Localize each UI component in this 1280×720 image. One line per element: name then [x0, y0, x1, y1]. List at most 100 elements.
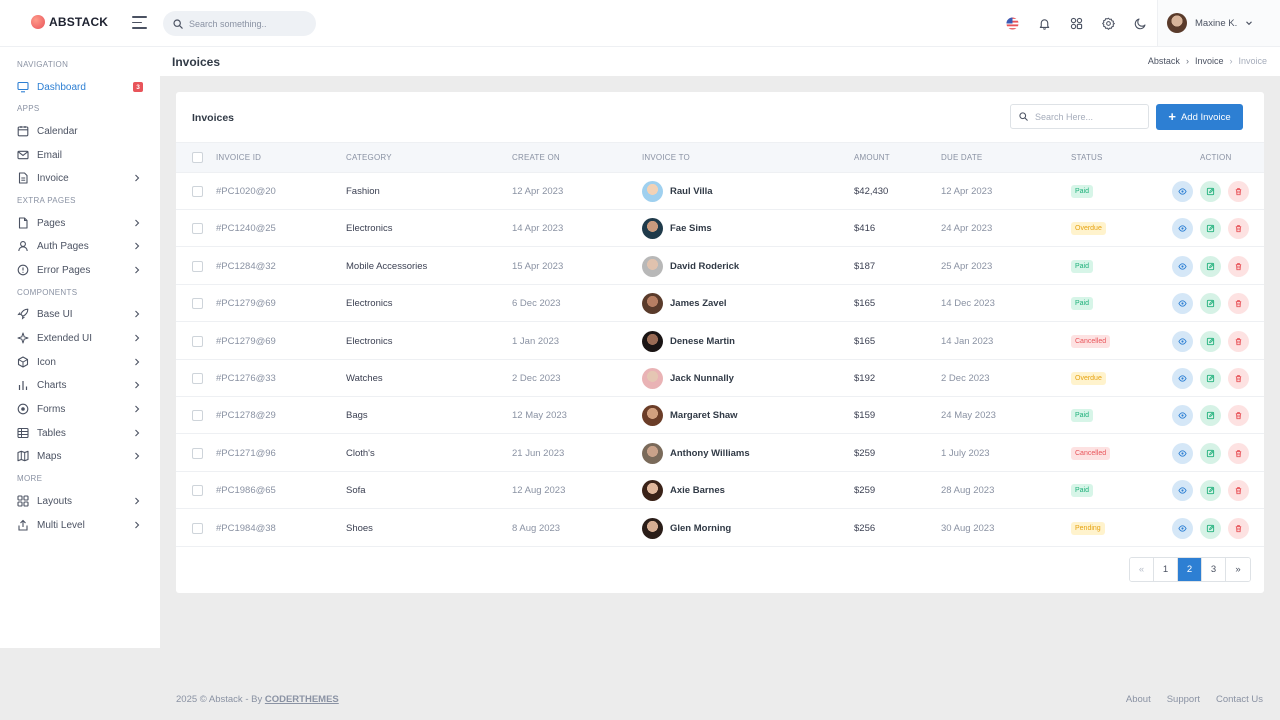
edit-icon[interactable] — [1200, 442, 1221, 464]
sidebar-item-base-ui[interactable]: Base UI — [17, 306, 143, 322]
edit-icon[interactable] — [1200, 218, 1221, 240]
map-icon — [17, 450, 29, 462]
delete-trash-icon[interactable] — [1228, 517, 1249, 539]
global-search-input[interactable] — [189, 18, 309, 29]
row-checkbox[interactable] — [192, 335, 203, 347]
breadcrumb-link[interactable]: Abstack — [1147, 56, 1180, 66]
footer-links: About Support Contact Us — [1126, 694, 1263, 705]
view-eye-icon[interactable] — [1172, 293, 1193, 315]
invoice-id[interactable]: #PC1279@69 — [216, 335, 276, 347]
column-header: INVOICE TO — [642, 153, 690, 162]
row-checkbox[interactable] — [192, 373, 203, 384]
invoice-id[interactable]: #PC1240@25 — [216, 223, 276, 235]
view-eye-icon[interactable] — [1172, 405, 1193, 427]
menu-toggle-icon[interactable] — [132, 16, 147, 30]
sidebar-item-invoice[interactable]: Invoice — [17, 170, 143, 186]
sidebar-item-dashboard[interactable]: Dashboard 3 — [17, 79, 143, 95]
invoice-id[interactable]: #PC1986@65 — [216, 485, 276, 497]
edit-icon[interactable] — [1200, 480, 1221, 502]
user-menu[interactable]: Maxine K. — [1157, 0, 1280, 46]
sidebar-item-layouts[interactable]: Layouts — [17, 493, 143, 509]
chevron-right-icon — [135, 429, 140, 437]
sidebar-item-label: Charts — [37, 379, 67, 391]
invoice-id[interactable]: #PC1276@33 — [216, 373, 276, 384]
edit-icon[interactable] — [1200, 181, 1221, 202]
sidebar-item-email[interactable]: Email — [17, 147, 143, 163]
delete-trash-icon[interactable] — [1228, 368, 1249, 389]
column-header: DUE DATE — [941, 153, 983, 162]
sidebar-item-charts[interactable]: Charts — [17, 377, 143, 393]
table-row: #PC1279@69 Electronics 1 Jan 2023 Denese Ma… — [176, 323, 1264, 360]
table-search-input[interactable] — [1035, 111, 1145, 122]
sidebar-item-auth-pages[interactable]: Auth Pages — [17, 238, 143, 254]
delete-trash-icon[interactable] — [1228, 293, 1249, 315]
row-checkbox[interactable] — [192, 298, 203, 310]
view-eye-icon[interactable] — [1172, 517, 1193, 539]
apps-icon[interactable] — [1068, 15, 1084, 31]
view-eye-icon[interactable] — [1172, 255, 1193, 277]
pagination-next[interactable]: » — [1226, 558, 1250, 581]
moon-icon[interactable] — [1132, 15, 1148, 31]
row-checkbox[interactable] — [192, 485, 203, 497]
breadcrumb-link[interactable]: Invoice — [1194, 56, 1224, 66]
sidebar-item-extended-ui[interactable]: Extended UI — [17, 330, 143, 346]
select-all-checkbox[interactable] — [192, 152, 203, 163]
add-invoice-button[interactable]: + Add Invoice — [1156, 104, 1243, 130]
settings-gear-icon[interactable] — [1100, 15, 1116, 31]
pagination-page[interactable]: 1 — [1154, 558, 1178, 581]
delete-trash-icon[interactable] — [1228, 330, 1249, 352]
delete-trash-icon[interactable] — [1228, 255, 1249, 277]
pagination-page[interactable]: 3 — [1202, 558, 1226, 581]
invoice-id[interactable]: #PC1284@32 — [216, 260, 276, 272]
invoice-id[interactable]: #PC1020@20 — [216, 186, 276, 197]
sidebar-item-maps[interactable]: Maps — [17, 448, 143, 464]
footer-link-contact[interactable]: Contact Us — [1216, 694, 1263, 705]
edit-icon[interactable] — [1200, 293, 1221, 315]
row-checkbox[interactable] — [192, 410, 203, 422]
invoice-id[interactable]: #PC1984@38 — [216, 522, 276, 534]
view-eye-icon[interactable] — [1172, 480, 1193, 502]
row-checkbox[interactable] — [192, 522, 203, 534]
bell-icon[interactable] — [1036, 15, 1052, 31]
view-eye-icon[interactable] — [1172, 218, 1193, 240]
edit-icon[interactable] — [1200, 255, 1221, 277]
row-checkbox[interactable] — [192, 447, 203, 459]
sidebar-item-multi-level[interactable]: Multi Level — [17, 517, 143, 533]
edit-icon[interactable] — [1200, 517, 1221, 539]
delete-trash-icon[interactable] — [1228, 181, 1249, 202]
delete-trash-icon[interactable] — [1228, 405, 1249, 427]
view-eye-icon[interactable] — [1172, 368, 1193, 389]
delete-trash-icon[interactable] — [1228, 442, 1249, 464]
view-eye-icon[interactable] — [1172, 330, 1193, 352]
pagination-prev[interactable]: « — [1130, 558, 1154, 581]
edit-icon[interactable] — [1200, 330, 1221, 352]
view-eye-icon[interactable] — [1172, 442, 1193, 464]
invoice-id[interactable]: #PC1279@69 — [216, 298, 276, 310]
delete-trash-icon[interactable] — [1228, 480, 1249, 502]
row-checkbox[interactable] — [192, 260, 203, 272]
logo[interactable]: ABSTACK — [31, 15, 108, 29]
coderthemes-link[interactable]: CODERTHEMES — [264, 694, 339, 705]
edit-icon[interactable] — [1200, 405, 1221, 427]
sidebar-item-icon[interactable]: Icon — [17, 354, 143, 370]
sidebar-item-error-pages[interactable]: Error Pages — [17, 262, 143, 278]
sidebar-item-tables[interactable]: Tables — [17, 425, 143, 441]
pagination-page-current[interactable]: 2 — [1178, 558, 1202, 581]
column-header: ACTION — [1200, 153, 1232, 162]
sidebar-item-calendar[interactable]: Calendar — [17, 123, 143, 139]
sidebar-item-forms[interactable]: Forms — [17, 401, 143, 417]
edit-icon[interactable] — [1200, 368, 1221, 389]
monitor-icon — [17, 81, 29, 93]
us-flag-icon[interactable] — [1004, 15, 1020, 31]
invoice-id[interactable]: #PC1271@96 — [216, 447, 276, 459]
footer-link-about[interactable]: About — [1125, 694, 1151, 705]
footer-link-support[interactable]: Support — [1166, 694, 1200, 705]
row-checkbox[interactable] — [192, 186, 203, 197]
invoice-to: Glen Morning — [642, 517, 731, 539]
avatar — [642, 517, 663, 539]
view-eye-icon[interactable] — [1172, 181, 1193, 202]
sidebar-item-pages[interactable]: Pages — [17, 215, 143, 231]
delete-trash-icon[interactable] — [1228, 218, 1249, 240]
row-checkbox[interactable] — [192, 223, 203, 235]
invoice-id[interactable]: #PC1278@29 — [216, 410, 276, 422]
